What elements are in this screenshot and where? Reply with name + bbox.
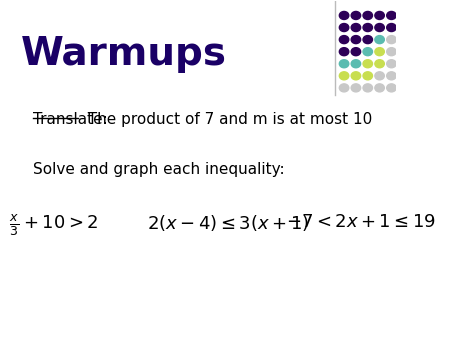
Circle shape	[351, 11, 360, 20]
Circle shape	[387, 48, 396, 56]
Circle shape	[339, 72, 349, 80]
Circle shape	[351, 60, 360, 68]
Circle shape	[387, 24, 396, 31]
Circle shape	[375, 60, 384, 68]
Circle shape	[351, 35, 360, 44]
Circle shape	[387, 84, 396, 92]
Circle shape	[339, 24, 349, 31]
Text: Translate:: Translate:	[33, 112, 108, 127]
Circle shape	[375, 35, 384, 44]
Circle shape	[351, 48, 360, 56]
Circle shape	[339, 11, 349, 20]
Circle shape	[351, 72, 360, 80]
Circle shape	[363, 72, 373, 80]
Circle shape	[363, 60, 373, 68]
Circle shape	[375, 24, 384, 31]
Circle shape	[375, 72, 384, 80]
Circle shape	[363, 84, 373, 92]
Circle shape	[363, 24, 373, 31]
Circle shape	[375, 48, 384, 56]
Circle shape	[339, 84, 349, 92]
Circle shape	[387, 11, 396, 20]
Text: $\frac{x}{3}+10>2$: $\frac{x}{3}+10>2$	[9, 213, 99, 238]
Circle shape	[363, 48, 373, 56]
Circle shape	[351, 84, 360, 92]
Text: The product of 7 and m is at most 10: The product of 7 and m is at most 10	[78, 112, 373, 127]
Circle shape	[363, 35, 373, 44]
Circle shape	[339, 60, 349, 68]
Circle shape	[363, 11, 373, 20]
Circle shape	[387, 60, 396, 68]
Circle shape	[387, 35, 396, 44]
Circle shape	[375, 84, 384, 92]
Circle shape	[375, 11, 384, 20]
Text: $-7<2x+1\leq 19$: $-7<2x+1\leq 19$	[286, 213, 436, 231]
Circle shape	[339, 35, 349, 44]
Text: $2(x-4)\leq 3(x+1)$: $2(x-4)\leq 3(x+1)$	[148, 213, 310, 233]
Text: Warmups: Warmups	[21, 35, 227, 73]
Circle shape	[387, 72, 396, 80]
Circle shape	[339, 48, 349, 56]
Circle shape	[351, 24, 360, 31]
Text: Solve and graph each inequality:: Solve and graph each inequality:	[33, 162, 284, 177]
